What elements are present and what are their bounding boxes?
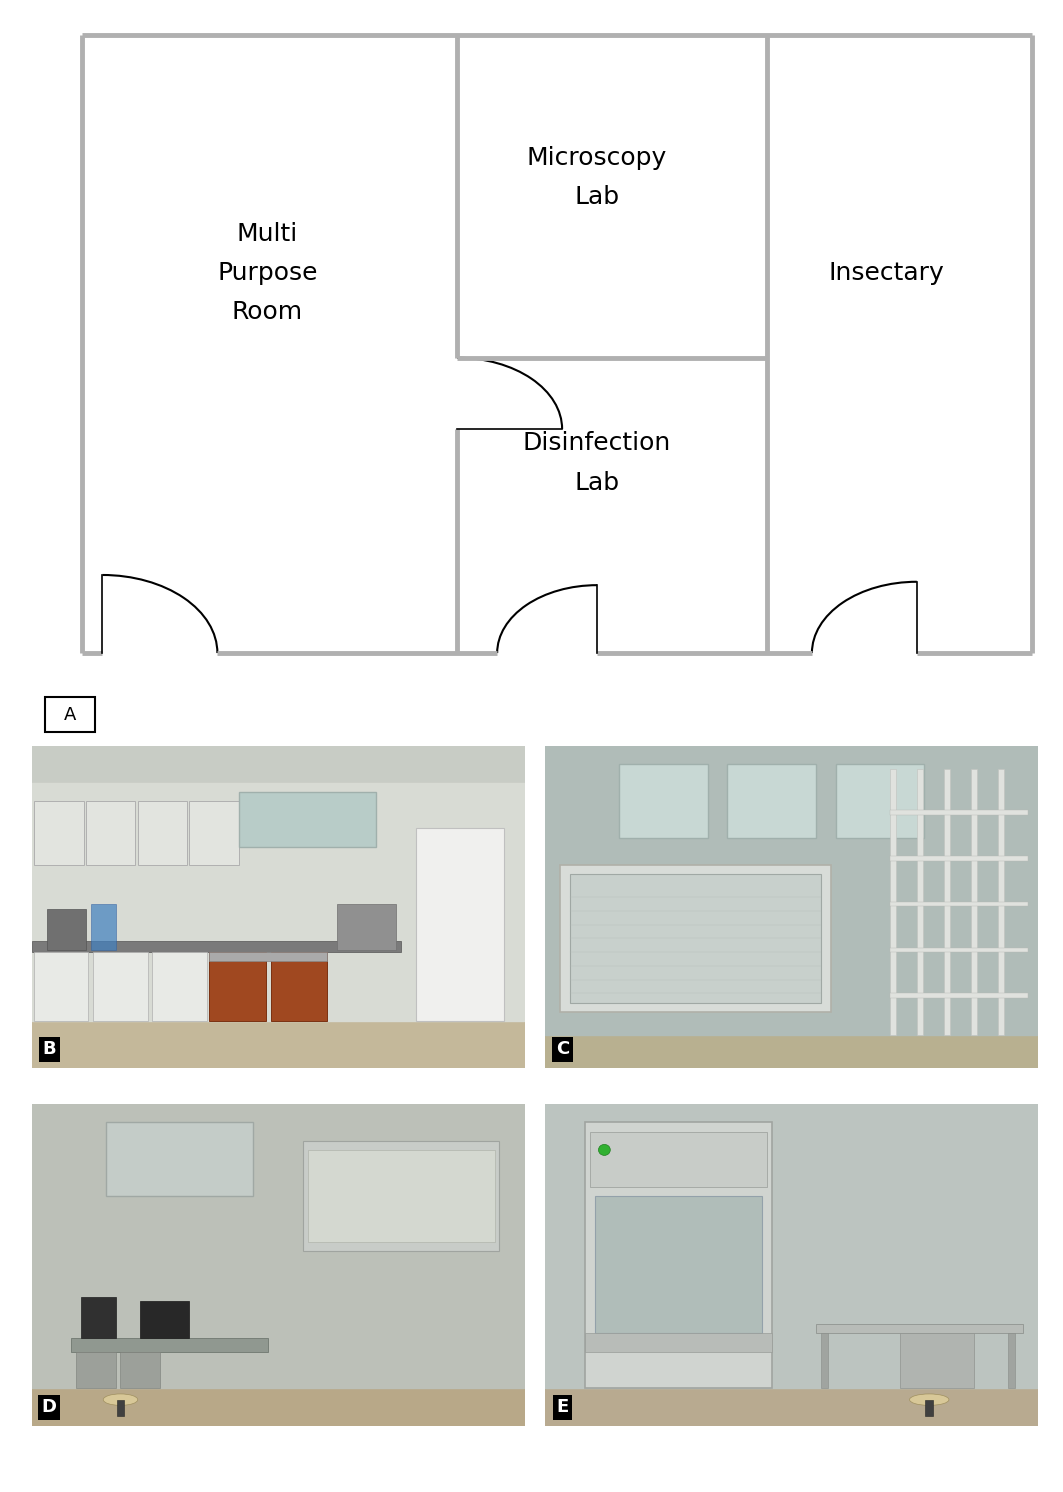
Bar	[899, 1334, 974, 1388]
Bar	[94, 952, 148, 1021]
Bar	[120, 1352, 159, 1388]
Text: E: E	[556, 1398, 569, 1416]
Bar	[86, 801, 135, 865]
Bar	[337, 904, 396, 950]
Bar	[890, 856, 1028, 861]
Bar	[32, 941, 401, 952]
Bar	[77, 1352, 116, 1388]
Bar	[238, 792, 376, 847]
Bar	[890, 768, 896, 1035]
Bar	[594, 1195, 762, 1334]
Bar	[821, 1334, 828, 1388]
Text: A: A	[64, 706, 77, 724]
Bar	[189, 801, 238, 865]
Bar	[836, 764, 925, 837]
Bar	[117, 1399, 124, 1416]
Bar	[34, 801, 84, 865]
Bar	[971, 768, 977, 1035]
Text: B: B	[43, 1040, 56, 1058]
Bar	[944, 768, 950, 1035]
Text: Disinfection
Lab: Disinfection Lab	[523, 431, 671, 494]
Bar	[570, 874, 821, 1003]
Ellipse shape	[103, 1394, 138, 1405]
Bar	[303, 1141, 500, 1250]
Bar	[1008, 1334, 1015, 1388]
Bar	[890, 994, 1028, 998]
Text: D: D	[41, 1398, 56, 1416]
Bar	[560, 865, 831, 1012]
Bar	[416, 828, 504, 1021]
Bar	[47, 909, 86, 950]
Bar	[140, 1301, 189, 1338]
Bar	[590, 1131, 766, 1186]
Bar	[152, 952, 206, 1021]
Circle shape	[598, 1144, 610, 1155]
Bar	[307, 1150, 494, 1241]
Text: Multi
Purpose
Room: Multi Purpose Room	[217, 222, 318, 324]
Bar	[91, 904, 116, 950]
Ellipse shape	[910, 1394, 949, 1405]
Bar	[34, 952, 88, 1021]
Bar	[925, 1399, 932, 1416]
Text: Microscopy
Lab: Microscopy Lab	[527, 146, 668, 209]
Bar	[271, 952, 327, 1021]
Bar	[585, 1334, 772, 1352]
Bar	[209, 952, 327, 961]
Text: C: C	[556, 1040, 569, 1058]
Bar	[890, 810, 1028, 815]
Bar	[81, 1297, 116, 1338]
Bar	[890, 901, 1028, 907]
Bar	[917, 768, 923, 1035]
Bar	[105, 1122, 253, 1195]
Bar	[209, 952, 266, 1021]
Bar	[998, 768, 1005, 1035]
Bar	[585, 1122, 772, 1388]
Text: Insectary: Insectary	[829, 261, 945, 285]
Bar	[727, 764, 816, 837]
Bar	[816, 1323, 1023, 1334]
Bar	[890, 947, 1028, 952]
Bar	[71, 1338, 268, 1352]
Bar	[138, 801, 187, 865]
Bar	[619, 764, 708, 837]
